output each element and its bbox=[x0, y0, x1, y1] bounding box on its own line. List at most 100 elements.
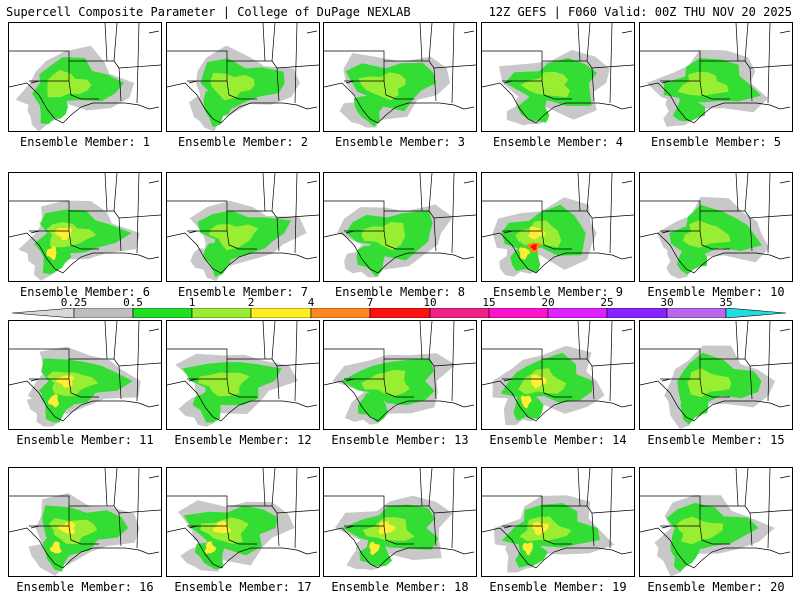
state-boundary bbox=[188, 230, 198, 234]
ensemble-map bbox=[166, 467, 320, 577]
ensemble-map bbox=[166, 320, 320, 430]
scp-contour-yellow bbox=[520, 395, 532, 409]
state-boundary bbox=[482, 527, 613, 569]
state-boundary bbox=[735, 23, 739, 62]
state-boundary bbox=[167, 527, 298, 569]
state-boundary bbox=[744, 321, 749, 360]
scp-contour-lime bbox=[682, 220, 731, 248]
state-boundary bbox=[226, 378, 257, 398]
scp-map-svg bbox=[640, 468, 792, 576]
colorbar-segment bbox=[488, 308, 549, 318]
state-boundary bbox=[767, 321, 771, 402]
state-boundary bbox=[113, 173, 118, 212]
state-boundary bbox=[433, 214, 476, 219]
state-boundary bbox=[661, 80, 671, 84]
state-boundary bbox=[383, 80, 414, 100]
state-boundary bbox=[433, 512, 437, 547]
state-boundary bbox=[541, 378, 572, 398]
state-boundary bbox=[138, 104, 160, 110]
scp-contour-yellow bbox=[48, 394, 59, 408]
scp-contour-green bbox=[353, 89, 384, 127]
state-boundary bbox=[294, 23, 298, 104]
state-boundary bbox=[271, 173, 276, 212]
scp-contour-lime bbox=[687, 368, 732, 398]
scp-contour-yellow bbox=[522, 542, 533, 556]
state-boundary bbox=[138, 254, 160, 260]
ensemble-map bbox=[323, 320, 477, 430]
state-boundary bbox=[428, 468, 433, 507]
state-boundary bbox=[276, 512, 280, 547]
state-boundary bbox=[136, 23, 140, 104]
ensemble-map bbox=[481, 467, 635, 577]
state-boundary bbox=[611, 549, 633, 555]
state-boundary bbox=[453, 402, 475, 408]
scp-contour-lime bbox=[46, 371, 99, 396]
scp-map-svg bbox=[482, 23, 634, 126]
ensemble-member-label: Ensemble Member: 4 bbox=[492, 135, 624, 149]
state-boundary bbox=[271, 321, 276, 360]
scp-contour-red bbox=[530, 243, 537, 251]
state-boundary bbox=[419, 321, 423, 360]
state-boundary bbox=[749, 362, 792, 367]
state-boundary bbox=[271, 23, 276, 62]
state-boundary bbox=[118, 512, 122, 547]
state-boundary bbox=[262, 173, 266, 212]
state-boundary bbox=[276, 67, 280, 102]
state-boundary bbox=[541, 80, 572, 100]
ensemble-member-label: Ensemble Member: 3 bbox=[334, 135, 466, 149]
scp-contour-green bbox=[672, 89, 706, 122]
state-boundary bbox=[226, 230, 257, 250]
state-boundary bbox=[577, 468, 581, 507]
ensemble-member-label: Ensemble Member: 10 bbox=[647, 285, 785, 299]
state-boundary bbox=[306, 180, 318, 184]
state-boundary bbox=[345, 378, 355, 382]
state-boundary bbox=[419, 468, 423, 507]
state-boundary bbox=[113, 468, 118, 507]
state-boundary bbox=[463, 475, 475, 479]
colorbar-segment bbox=[73, 308, 134, 318]
colorbar-tick-label: 10 bbox=[423, 296, 437, 309]
state-boundary bbox=[226, 525, 257, 545]
state-boundary bbox=[699, 525, 730, 545]
state-boundary bbox=[609, 321, 613, 402]
scp-map-svg bbox=[640, 23, 792, 127]
state-boundary bbox=[591, 509, 634, 514]
run-valid-time: 12Z GEFS | F060 Valid: 00Z THU NOV 20 20… bbox=[488, 5, 792, 19]
state-boundary bbox=[541, 525, 572, 545]
state-boundary bbox=[296, 104, 318, 110]
state-boundary bbox=[262, 321, 266, 360]
state-boundary bbox=[767, 23, 771, 104]
state-boundary bbox=[779, 180, 791, 184]
state-boundary bbox=[148, 180, 160, 184]
state-boundary bbox=[433, 365, 437, 400]
state-boundary bbox=[104, 468, 108, 507]
scp-contour-yellow bbox=[369, 541, 380, 556]
scp-contour-lime bbox=[361, 221, 406, 251]
state-boundary bbox=[749, 509, 792, 514]
state-boundary bbox=[749, 214, 792, 219]
ensemble-map bbox=[166, 22, 320, 132]
state-boundary bbox=[611, 104, 633, 110]
state-boundary bbox=[383, 230, 414, 250]
state-boundary bbox=[699, 378, 730, 398]
state-boundary bbox=[611, 402, 633, 408]
state-boundary bbox=[591, 365, 595, 400]
state-boundary bbox=[118, 214, 161, 219]
scp-contour-yellow bbox=[50, 541, 62, 554]
state-boundary bbox=[345, 230, 355, 234]
state-boundary bbox=[611, 254, 633, 260]
state-boundary bbox=[167, 380, 298, 422]
state-boundary bbox=[276, 509, 319, 514]
state-boundary bbox=[451, 23, 455, 104]
state-boundary bbox=[453, 254, 475, 260]
state-boundary bbox=[104, 23, 108, 62]
chart-title: Supercell Composite Parameter | College … bbox=[6, 5, 411, 19]
state-boundary bbox=[586, 321, 591, 360]
state-boundary bbox=[345, 525, 355, 529]
colorbar-segment bbox=[606, 308, 668, 318]
ensemble-member-label: Ensemble Member: 11 bbox=[16, 433, 154, 447]
ensemble-map bbox=[166, 172, 320, 282]
state-boundary bbox=[749, 67, 753, 102]
state-boundary bbox=[148, 30, 160, 34]
ensemble-map bbox=[323, 467, 477, 577]
